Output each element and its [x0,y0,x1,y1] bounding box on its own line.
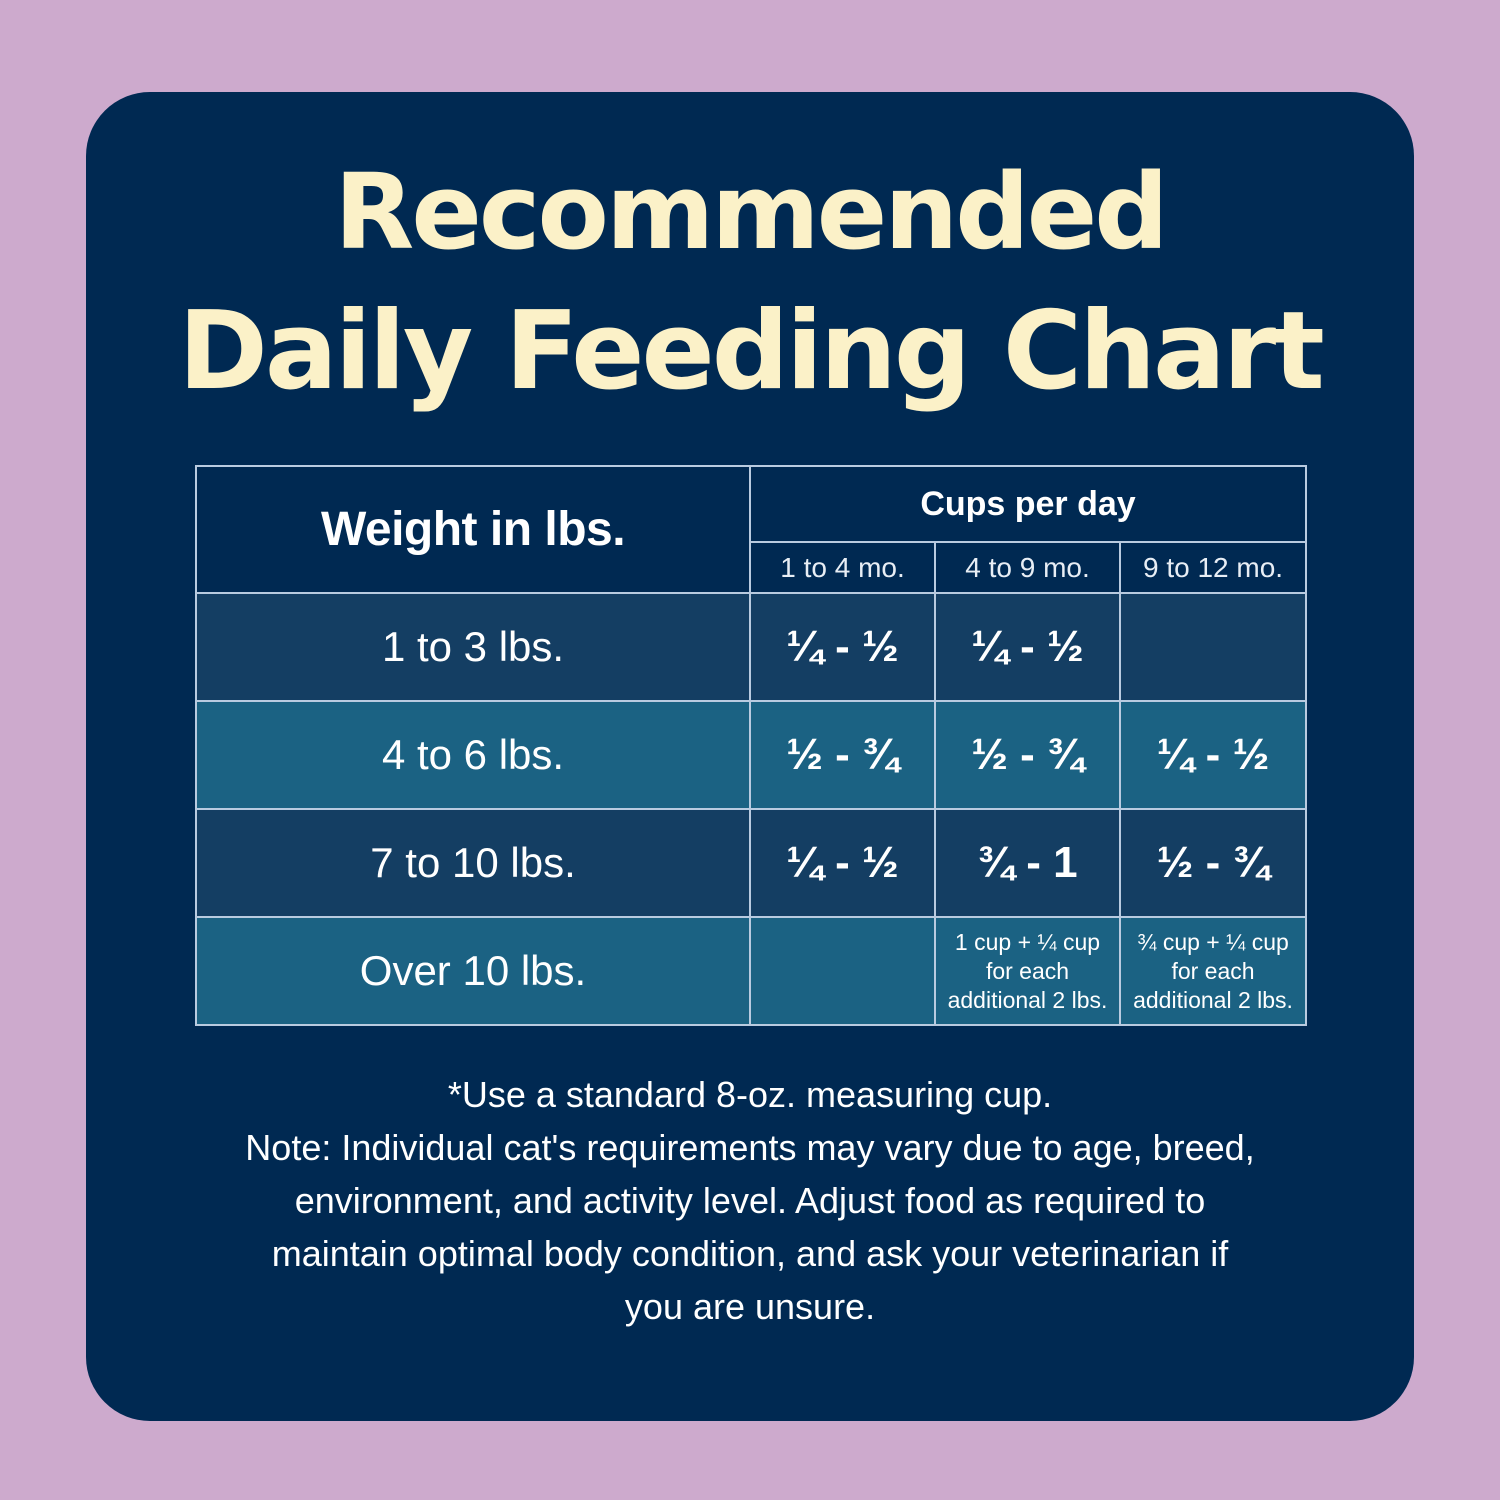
table-row: 1 to 3 lbs. ¼ - ½ ¼ - ½ [195,592,1308,702]
cups-note-cell: 1 cup + ¼ cup for each additional 2 lbs. [934,916,1121,1026]
cups-cell: ¼ - ½ [749,592,936,702]
age-header-2: 4 to 9 mo. [934,541,1121,594]
cups-cell: ½ - ¾ [934,700,1121,810]
cups-note-line: 1 cup + ¼ cup [954,928,1101,955]
cups-per-day-header: Cups per day [748,465,1308,543]
cups-cell: ½ - ¾ [749,700,936,810]
feeding-table: Weight in lbs. Cups per day 1 to 4 mo. 4… [195,465,1308,1026]
weight-cell: 4 to 6 lbs. [195,700,751,810]
note-line: environment, and activity level. Adjust … [294,1180,1206,1221]
cups-note-line: ¾ cup + ¼ cup [1137,928,1289,955]
cups-cell: ¼ - ½ [934,592,1121,702]
measuring-cup-note: *Use a standard 8-oz. measuring cup. [447,1074,1053,1115]
weight-cell: 1 to 3 lbs. [195,592,751,702]
age-header-3: 9 to 12 mo. [1118,541,1308,594]
note-line: maintain optimal body condition, and ask… [271,1233,1229,1274]
title-line-2: Daily Feeding Chart [178,289,1325,414]
cups-note-cell: ¾ cup + ¼ cup for each additional 2 lbs. [1118,916,1308,1026]
cups-cell: ½ - ¾ [1118,808,1308,918]
table-row: Over 10 lbs. 1 cup + ¼ cup for each addi… [195,916,1308,1026]
feeding-notes: *Use a standard 8-oz. measuring cup. Not… [186,1068,1314,1333]
title-line-1: Recommended [334,151,1168,273]
cups-cell [1118,592,1308,702]
table-row: 4 to 6 lbs. ½ - ¾ ½ - ¾ ¼ - ½ [195,700,1308,810]
weight-cell: Over 10 lbs. [195,916,751,1026]
cups-note-line: additional 2 lbs. [947,986,1108,1013]
cups-note-line: for each [1171,957,1255,984]
table-row: 7 to 10 lbs. ¼ - ½ ¾ - 1 ½ - ¾ [195,808,1308,918]
cups-cell [749,916,936,1026]
age-header-1: 1 to 4 mo. [749,541,936,594]
weight-header: Weight in lbs. [195,465,751,594]
cups-cell: ¾ - 1 [934,808,1121,918]
cups-note-line: for each [985,957,1070,984]
note-line: you are unsure. [624,1286,876,1327]
weight-cell: 7 to 10 lbs. [195,808,751,918]
cups-cell: ¼ - ½ [1118,700,1308,810]
feeding-chart-card: Recommended Daily Feeding Chart Weight i… [86,92,1414,1421]
note-line: Note: Individual cat's requirements may … [245,1127,1255,1168]
cups-cell: ¼ - ½ [749,808,936,918]
cups-note-line: additional 2 lbs. [1133,986,1293,1013]
